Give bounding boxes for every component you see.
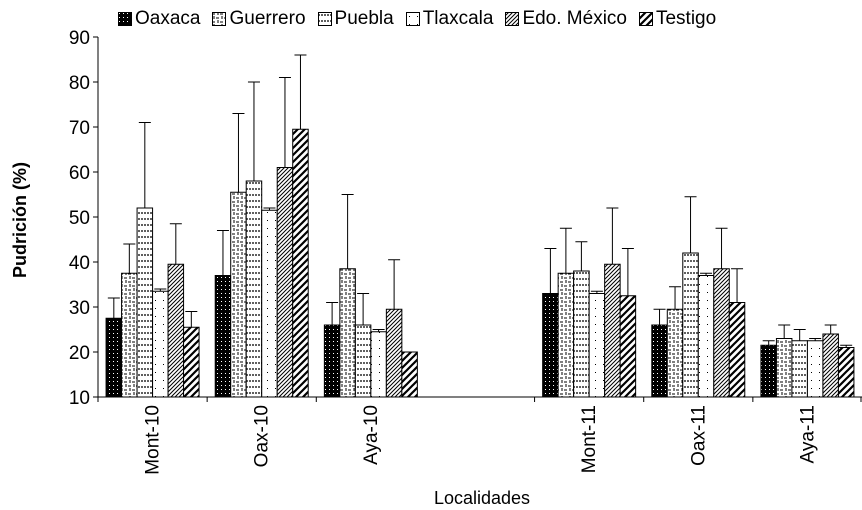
bars bbox=[105, 54, 855, 398]
bar-oaxaca-mont-11 bbox=[542, 293, 559, 398]
legend-item: Guerrero bbox=[212, 8, 306, 30]
legend-label: Tlaxcala bbox=[422, 8, 494, 29]
legend-item: Oaxaca bbox=[118, 8, 200, 30]
bar-testigo-aya-11 bbox=[837, 347, 855, 398]
y-tick-label: 50 bbox=[69, 208, 90, 229]
bar-puebla-oax-11 bbox=[682, 252, 699, 398]
bar-testigo-oax-10 bbox=[292, 128, 309, 398]
bar-guerrero-oax-11 bbox=[666, 308, 684, 398]
bar-oaxaca-mont-10 bbox=[105, 317, 123, 398]
y-tick-label: 30 bbox=[69, 298, 90, 319]
bar-oaxaca-aya-11 bbox=[760, 344, 777, 398]
legend-item: Tlaxcala bbox=[405, 8, 494, 30]
legend-label: Guerrero bbox=[229, 8, 306, 29]
y-tick-label: 60 bbox=[69, 163, 90, 184]
bar-oaxaca-oax-10 bbox=[214, 275, 232, 398]
legend-label: Oaxaca bbox=[135, 8, 201, 29]
x-tick-label: Mont-11 bbox=[579, 405, 600, 473]
legend-swatch bbox=[118, 12, 132, 26]
x-axis-title: Localidades bbox=[434, 488, 530, 508]
axes: 10 20 30 40 50 60 70 80 90 Mont-10 Oax-10 Aya-10 Mon… bbox=[69, 28, 862, 475]
bar-edo-m-xico-aya-10 bbox=[385, 308, 403, 398]
bar-puebla-mont-10 bbox=[136, 207, 154, 398]
legend: Oaxaca Guerrero Puebla Tlaxcala Edo. México T… bbox=[118, 8, 728, 30]
bar-tlaxcala-oax-11 bbox=[697, 275, 715, 398]
bar-guerrero-aya-10 bbox=[339, 268, 356, 398]
bar-testigo-mont-10 bbox=[183, 326, 200, 398]
bar-edo-m-xico-oax-10 bbox=[276, 167, 294, 398]
legend-item: Puebla bbox=[317, 8, 394, 30]
bar-puebla-aya-10 bbox=[354, 324, 372, 398]
bar-oaxaca-oax-11 bbox=[651, 324, 668, 398]
legend-swatch bbox=[505, 12, 520, 26]
bar-guerrero-mont-10 bbox=[121, 272, 138, 398]
y-tick-label: 90 bbox=[69, 28, 90, 49]
y-tick-label: 20 bbox=[69, 343, 90, 364]
bar-oaxaca-aya-10 bbox=[323, 324, 341, 398]
y-axis-title: Pudrición (%) bbox=[10, 162, 30, 278]
bar-puebla-oax-10 bbox=[245, 180, 263, 398]
bar-edo-m-xico-aya-11 bbox=[822, 333, 839, 398]
bar-edo-m-xico-oax-11 bbox=[713, 268, 730, 398]
bar-guerrero-mont-11 bbox=[557, 272, 575, 398]
bar-tlaxcala-aya-10 bbox=[370, 331, 387, 398]
bar-edo-m-xico-mont-10 bbox=[167, 263, 185, 398]
legend-item: Testigo bbox=[638, 8, 717, 30]
bar-edo-m-xico-mont-11 bbox=[604, 263, 621, 398]
x-tick-label: Oax-11 bbox=[688, 405, 709, 466]
x-tick-label: Mont-10 bbox=[143, 405, 164, 475]
legend-label: Testigo bbox=[655, 8, 717, 29]
legend-label: Puebla bbox=[334, 8, 394, 29]
legend-swatch bbox=[317, 12, 332, 26]
legend-swatch bbox=[212, 12, 227, 26]
x-tick-label: Aya-10 bbox=[361, 405, 382, 465]
legend-item: Edo. México bbox=[505, 8, 627, 30]
legend-swatch bbox=[405, 12, 420, 26]
bar-tlaxcala-aya-11 bbox=[806, 340, 824, 398]
x-tick-label: Aya-11 bbox=[797, 405, 818, 463]
bar-guerrero-aya-11 bbox=[775, 338, 793, 398]
bar-tlaxcala-oax-10 bbox=[261, 209, 278, 398]
legend-swatch bbox=[638, 12, 653, 26]
y-tick-label: 10 bbox=[69, 388, 90, 409]
bar-tlaxcala-mont-11 bbox=[588, 293, 606, 398]
bar-puebla-aya-11 bbox=[791, 340, 808, 398]
y-tick-label: 80 bbox=[69, 73, 90, 94]
legend-label: Edo. México bbox=[522, 8, 627, 29]
bar-guerrero-oax-10 bbox=[230, 191, 247, 398]
bar-testigo-mont-11 bbox=[619, 295, 637, 398]
y-tick-label: 70 bbox=[69, 118, 90, 139]
x-tick-label: Oax-10 bbox=[252, 405, 273, 467]
bar-tlaxcala-mont-10 bbox=[152, 290, 169, 398]
bar-puebla-mont-11 bbox=[573, 270, 590, 398]
bar-testigo-oax-11 bbox=[728, 302, 746, 398]
bar-testigo-aya-10 bbox=[401, 351, 418, 398]
y-tick-label: 40 bbox=[69, 253, 90, 274]
